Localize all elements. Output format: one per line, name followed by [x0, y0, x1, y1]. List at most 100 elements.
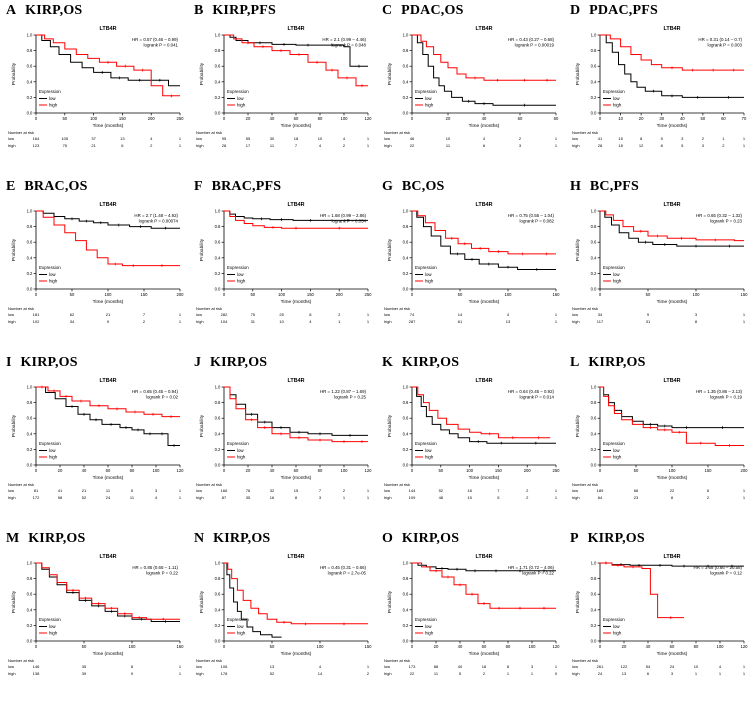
- risk-value-low: 21: [106, 312, 111, 317]
- risk-value-low: 88: [434, 664, 439, 669]
- x-axis-label: Time (months): [469, 299, 500, 305]
- censor-mark: [158, 78, 162, 82]
- x-tick-label: 150: [705, 468, 713, 473]
- risk-value-high: 138: [33, 671, 40, 676]
- risk-row-label-high: high: [572, 671, 580, 676]
- censor-mark: [318, 438, 322, 442]
- censor-mark: [94, 418, 98, 422]
- x-tick-label: 40: [646, 644, 651, 649]
- y-axis-label: Probability: [575, 62, 581, 85]
- km-panel: P KIRP,OS LTB4R 0.0 0.2 0.4 0.6 0.8 1.0 0 20 40 60 8…: [564, 528, 752, 704]
- censor-mark: [160, 264, 164, 267]
- y-axis-label: Probability: [575, 414, 581, 437]
- x-axis-label: Time (months): [657, 299, 688, 305]
- risk-row-label-high: high: [572, 143, 580, 148]
- hr-annotation: HR = 1.35 (0.86 – 2.13): [696, 389, 743, 394]
- y-tick-label: 0.4: [403, 79, 409, 84]
- x-tick-label: 100: [529, 644, 537, 649]
- censor-mark: [545, 252, 548, 256]
- y-tick-label: 0.6: [27, 592, 33, 597]
- risk-value-low: 41: [58, 488, 63, 493]
- y-tick-label: 0.8: [27, 224, 33, 229]
- legend-label-high: high: [425, 279, 434, 284]
- y-tick-label: 0.0: [403, 639, 409, 644]
- km-curve-high: [412, 210, 556, 255]
- x-tick-label: 100: [105, 292, 113, 297]
- x-tick-label: 150: [741, 292, 749, 297]
- x-tick-label: 50: [82, 644, 87, 649]
- risk-value-high: 2: [150, 143, 153, 148]
- x-tick-label: 100: [341, 116, 349, 121]
- km-curve-low: [412, 562, 556, 572]
- censor-mark: [494, 569, 498, 573]
- censor-mark: [649, 426, 652, 429]
- risk-value-low: 7: [143, 312, 146, 317]
- risk-value-high: 21: [91, 143, 96, 148]
- x-tick-label: 0: [223, 468, 226, 473]
- censor-mark: [711, 68, 715, 72]
- censor-mark: [309, 218, 312, 222]
- x-tick-label: 100: [341, 468, 349, 473]
- censor-mark: [360, 440, 364, 443]
- censor-mark: [488, 432, 492, 436]
- censor-mark: [297, 436, 301, 440]
- censor-mark: [99, 221, 103, 225]
- y-tick-label: 0.0: [403, 287, 409, 292]
- risk-value-low: 3: [531, 664, 534, 669]
- x-tick-label: 40: [458, 644, 463, 649]
- censor-mark: [713, 238, 717, 242]
- y-tick-label: 0.8: [403, 576, 409, 581]
- censor-mark: [260, 217, 263, 221]
- censor-mark: [118, 76, 121, 80]
- risk-row-label-high: high: [384, 495, 392, 500]
- censor-mark: [297, 430, 301, 434]
- censor-mark: [663, 428, 667, 432]
- x-axis-label: Time (months): [657, 475, 688, 481]
- legend-header: Expression: [603, 89, 625, 94]
- risk-value-low: 24: [670, 664, 675, 669]
- risk-value-low: 173: [409, 664, 416, 669]
- y-tick-label: 0.6: [403, 240, 409, 245]
- risk-value-high: 5: [459, 671, 462, 676]
- y-axis-label: Probability: [199, 238, 205, 261]
- panel-letter: N: [194, 531, 205, 546]
- censor-mark: [470, 592, 474, 596]
- panel-title: BC,PFS: [589, 179, 639, 194]
- y-tick-label: 0.8: [215, 48, 221, 53]
- y-tick-label: 0.4: [215, 431, 221, 436]
- risk-value-high: 1: [179, 495, 182, 500]
- risk-row-label-high: high: [196, 495, 204, 500]
- risk-row-label-low: low: [196, 488, 202, 493]
- risk-row-label-low: low: [196, 312, 202, 317]
- panel-header: O KIRP,OS: [382, 531, 564, 547]
- censor-mark: [694, 244, 698, 248]
- legend-label-low: low: [49, 272, 56, 277]
- censor-mark: [161, 617, 165, 621]
- risk-value-high: 172: [33, 495, 40, 500]
- y-tick-label: 0.2: [27, 447, 33, 452]
- y-tick-label: 1.0: [27, 561, 33, 566]
- risk-value-high: 1: [531, 671, 534, 676]
- risk-value-high: 1: [507, 671, 510, 676]
- risk-row-label-low: low: [8, 664, 14, 669]
- censor-mark: [497, 250, 500, 253]
- legend-label-high: high: [237, 279, 246, 284]
- panel-letter: O: [382, 531, 393, 546]
- risk-row-label-low: low: [8, 136, 14, 141]
- censor-mark: [82, 412, 86, 416]
- y-tick-label: 0.0: [27, 287, 33, 292]
- x-tick-label: 120: [177, 468, 185, 473]
- censor-mark: [446, 575, 450, 579]
- risk-value-high: 1: [743, 671, 746, 676]
- y-tick-label: 0.0: [591, 111, 597, 116]
- x-tick-label: 150: [119, 116, 127, 121]
- km-plot: LTB4R 0.0 0.2 0.4 0.6 0.8 1.0 0 50 100 150 Time (mo…: [572, 202, 749, 324]
- censor-mark: [663, 243, 667, 246]
- censor-mark: [169, 94, 173, 98]
- censor-mark: [680, 236, 683, 240]
- y-tick-label: 0.4: [27, 79, 33, 84]
- censor-mark: [137, 616, 141, 619]
- risk-value-low: 181: [33, 312, 40, 317]
- x-tick-label: 60: [294, 116, 299, 121]
- panel-title: KIRP,OS: [213, 531, 271, 546]
